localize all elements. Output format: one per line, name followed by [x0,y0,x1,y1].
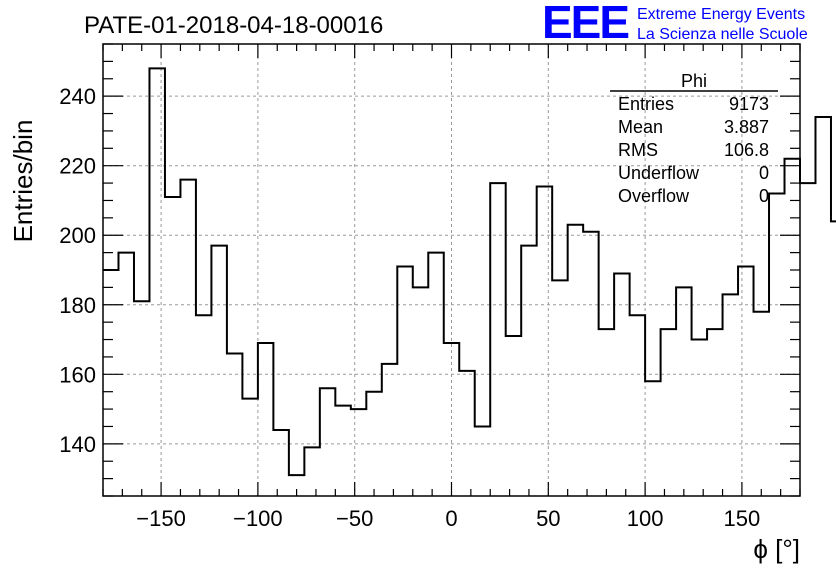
histogram-bin [149,68,164,496]
stats-label: RMS [618,140,658,160]
histogram-bin [537,187,552,496]
y-tick-label: 240 [59,84,96,109]
brand-line-1: Extreme Energy Events [637,6,805,23]
y-tick-label: 200 [59,223,96,248]
eee-logo: EEE Extreme Energy Events La Scienza nel… [542,0,808,48]
y-tick-label: 140 [59,432,96,457]
stats-value: 3.887 [724,117,769,137]
histogram-bin [304,447,319,496]
histogram-bin [630,315,645,496]
stats-label: Mean [618,117,663,137]
stats-label: Underflow [618,163,700,183]
histogram-bin [459,371,474,496]
histogram-bin [707,329,722,496]
histogram-bin [444,343,459,496]
histogram-bin [258,343,273,496]
y-tick-labels: 140 160 180 200 220 240 [59,84,96,457]
histogram-title: PATE-01-2018-04-18-00016 [84,12,383,39]
histogram-bin [738,267,753,496]
histogram-bin [723,294,738,496]
x-axis-title: ϕ [°] [753,534,800,564]
x-tick-label: 0 [445,506,457,531]
histogram-bin [815,117,830,496]
x-tick-label: −100 [233,506,283,531]
stats-value: 0 [759,186,769,206]
stats-box: Phi Entries 9173 Mean 3.887 RMS 106.8 Underflo… [610,71,778,206]
histogram-bin [506,336,521,496]
y-tick-label: 160 [59,362,96,387]
histogram-bin [413,287,428,496]
histogram-bin [490,183,505,496]
x-tick-label: 50 [536,506,560,531]
histogram-bin [165,197,180,496]
histogram-bin [583,232,598,496]
histogram-bin [428,253,443,496]
histogram-bin [599,329,614,496]
histogram-bin [475,426,490,496]
x-tick-label: 150 [724,506,761,531]
histogram-bin [676,287,691,496]
histogram-bin [211,246,226,496]
stats-value: 0 [759,163,769,183]
histogram-bin [800,183,815,496]
axis-ticks [102,43,801,497]
histogram-bin [769,194,784,496]
histogram-bin [382,364,397,496]
stats-value: 9173 [729,94,769,114]
histogram-bin [273,430,288,496]
grid-lines [103,44,800,496]
histogram-bin [645,381,660,496]
eee-logo-text: EEE [542,0,628,48]
histogram-bin [320,388,335,496]
histogram-bin [242,399,257,496]
histogram-bin [521,246,536,496]
histogram-bin [397,267,412,496]
histogram-bin [335,406,350,496]
histogram-step-line [103,67,836,496]
stats-label: Overflow [618,186,690,206]
x-tick-label: −150 [136,506,186,531]
y-axis-title: Entries/bin [8,120,38,243]
histogram-outline [103,67,836,477]
histogram-bin [692,340,707,496]
histogram-bin [103,270,118,496]
histogram-bin [754,312,769,496]
histogram-bin [831,221,836,496]
stats-label: Entries [618,94,674,114]
histogram-bin [568,225,583,496]
histogram-bin [366,392,381,496]
histogram-bin [614,273,629,496]
x-tick-label: −50 [336,506,373,531]
histogram-bin [180,180,195,496]
histogram-bin [351,409,366,496]
stats-value: 106.8 [724,140,769,160]
y-tick-label: 180 [59,293,96,318]
y-tick-label: 220 [59,154,96,179]
histogram-bin [227,353,242,496]
x-tick-labels: −150 −100 −50 0 50 100 150 [136,506,760,531]
brand-line-2: La Scienza nelle Scuole [637,26,808,43]
histogram-bin [785,159,800,496]
x-tick-label: 100 [627,506,664,531]
histogram-bin [196,315,211,496]
stats-box-title: Phi [681,71,707,91]
histogram-bin [661,329,676,496]
histogram-bin [134,301,149,496]
histogram-bin [552,280,567,496]
